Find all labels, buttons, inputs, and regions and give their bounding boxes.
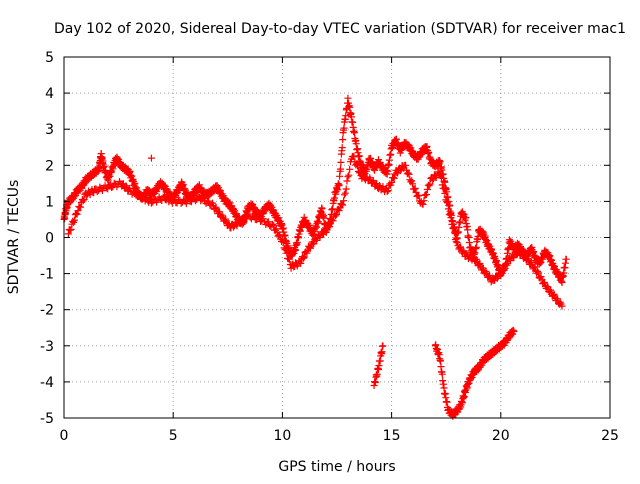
- series-markers: [147, 154, 155, 162]
- x-tick-label: 25: [601, 428, 619, 444]
- series-4: [147, 154, 155, 162]
- y-tick-label: -1: [40, 267, 54, 283]
- y-tick-label: 0: [45, 231, 54, 247]
- y-tick-label: 5: [45, 50, 54, 66]
- y-tick-label: -2: [40, 303, 54, 319]
- y-tick-label: 3: [45, 122, 54, 138]
- y-tick-label: 2: [45, 158, 54, 174]
- y-tick-label: 1: [45, 194, 54, 210]
- x-tick-label: 15: [383, 428, 401, 444]
- y-tick-label: -5: [40, 411, 54, 427]
- series-markers: [370, 342, 387, 389]
- series-0: [60, 94, 570, 286]
- series-markers: [431, 326, 518, 420]
- series-markers: [64, 152, 566, 310]
- y-tick-label: 4: [45, 86, 54, 102]
- grid-layer: [64, 57, 610, 418]
- series-markers: [60, 94, 570, 286]
- x-tick-label: 5: [169, 428, 178, 444]
- chart-title: Day 102 of 2020, Sidereal Day-to-day VTE…: [54, 21, 626, 37]
- series-2: [370, 342, 387, 389]
- marks-layer: [60, 94, 570, 420]
- y-tick-label: -4: [40, 375, 54, 391]
- x-axis-label: GPS time / hours: [278, 459, 395, 475]
- series-1: [64, 152, 566, 310]
- x-tick-label: 20: [492, 428, 510, 444]
- x-tick-label: 0: [60, 428, 69, 444]
- ticks-layer: 0 5 10 15 20 25 -5 -4 -3 -2 -1 0 1 2 3 4 5: [40, 50, 619, 444]
- series-3: [431, 326, 518, 420]
- x-tick-label: 10: [273, 428, 291, 444]
- y-tick-label: -3: [40, 339, 54, 355]
- y-axis-label: SDTVAR / TECUs: [6, 180, 22, 295]
